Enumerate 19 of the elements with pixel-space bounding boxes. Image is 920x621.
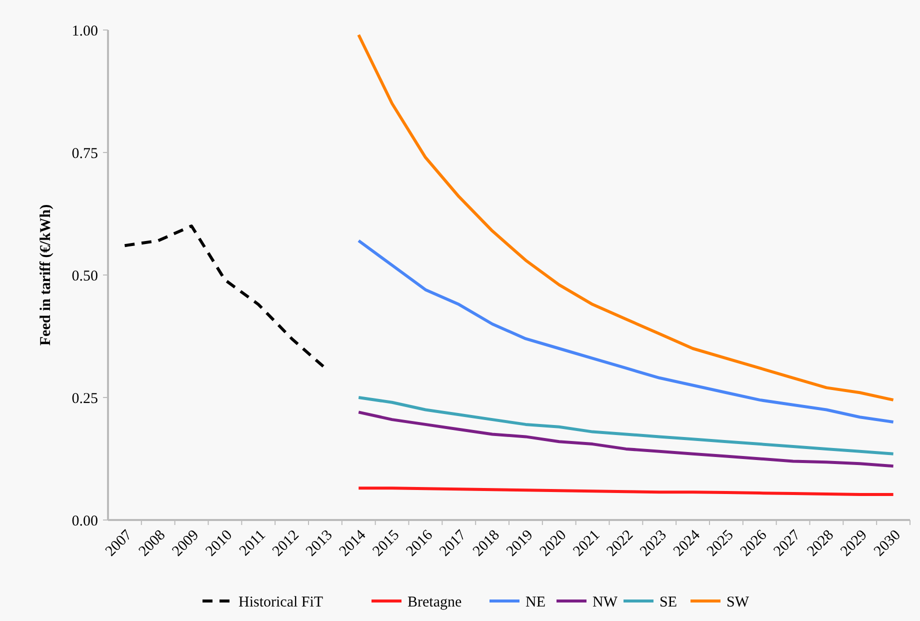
line-series	[357, 239, 895, 424]
legend-label: NE	[526, 594, 546, 610]
y-axis-title: Feed in tariff (€/kWh)	[38, 204, 54, 346]
line-series	[357, 396, 895, 456]
line-series	[357, 486, 895, 496]
legend-label: SW	[726, 594, 750, 610]
y-tick-label: 0.50	[72, 268, 98, 284]
legend-label: Bretagne	[408, 594, 462, 610]
legend-label: SE	[660, 594, 678, 610]
line-series	[357, 33, 895, 402]
y-tick-label: 0.25	[72, 390, 98, 407]
line-series	[357, 410, 895, 468]
y-tick-label: 1.00	[72, 23, 98, 40]
line-series	[123, 224, 327, 370]
x-tick-label: 2011	[236, 527, 269, 560]
legend-label: NW	[592, 594, 618, 610]
y-tick-label: 0.00	[72, 513, 98, 530]
legend-label: Historical FiT	[238, 594, 324, 610]
y-tick-label: 0.75	[72, 146, 98, 162]
